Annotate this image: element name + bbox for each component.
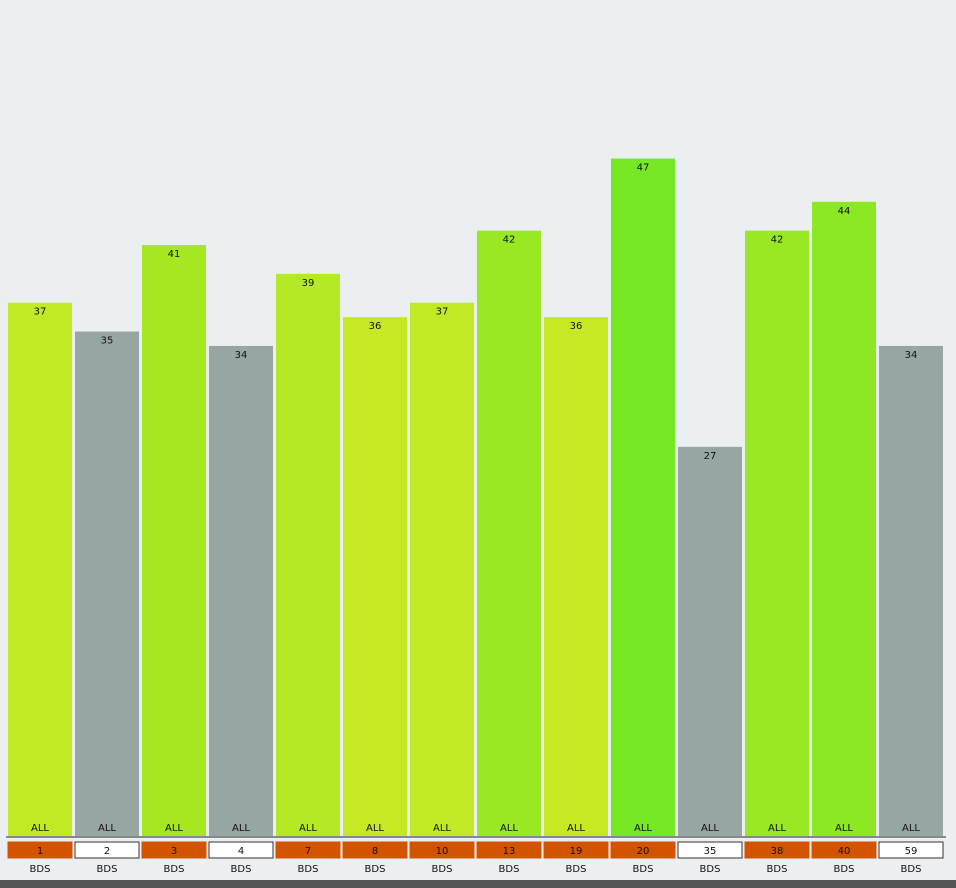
value-label: 47 <box>637 163 650 174</box>
value-label: 42 <box>503 235 516 246</box>
category-label: 40 <box>838 846 851 857</box>
bar <box>209 345 273 836</box>
sub-label: BDS <box>231 864 252 875</box>
bar-label: ALL <box>902 823 920 834</box>
category-box <box>208 841 274 859</box>
value-label: 36 <box>369 321 382 332</box>
bar-label: ALL <box>567 823 585 834</box>
bar <box>410 302 474 836</box>
value-label: 37 <box>436 307 449 318</box>
sub-label: BDS <box>432 864 453 875</box>
category-box <box>7 841 73 859</box>
category-label: 20 <box>637 846 650 857</box>
sub-label: BDS <box>834 864 855 875</box>
value-label: 27 <box>704 451 717 462</box>
value-label: 34 <box>235 350 248 361</box>
bar-label: ALL <box>701 823 719 834</box>
sub-label: BDS <box>30 864 51 875</box>
category-box <box>744 841 810 859</box>
sub-label: BDS <box>566 864 587 875</box>
sub-label: BDS <box>97 864 118 875</box>
value-label: 36 <box>570 321 583 332</box>
value-label: 34 <box>905 350 918 361</box>
value-label: 44 <box>838 206 851 217</box>
bar-label: ALL <box>366 823 384 834</box>
category-label: 2 <box>104 846 110 857</box>
category-label: 1 <box>37 846 43 857</box>
category-label: 19 <box>570 846 583 857</box>
value-label: 41 <box>168 249 181 260</box>
value-label: 37 <box>34 307 47 318</box>
bar <box>75 331 139 836</box>
bar <box>8 302 72 836</box>
bar-label: ALL <box>98 823 116 834</box>
category-label: 4 <box>238 846 244 857</box>
category-label: 35 <box>704 846 717 857</box>
bar <box>879 345 943 836</box>
bar-label: ALL <box>634 823 652 834</box>
category-box <box>342 841 408 859</box>
category-box <box>811 841 877 859</box>
sub-label: BDS <box>298 864 319 875</box>
bar-label: ALL <box>835 823 853 834</box>
category-box <box>275 841 341 859</box>
bar <box>812 201 876 837</box>
bar-label: ALL <box>165 823 183 834</box>
bar <box>276 273 340 836</box>
category-box <box>141 841 207 859</box>
value-label: 39 <box>302 278 315 289</box>
category-box <box>543 841 609 859</box>
category-box <box>74 841 140 859</box>
bar-label: ALL <box>433 823 451 834</box>
sub-label: BDS <box>633 864 654 875</box>
category-label: 59 <box>905 846 918 857</box>
category-box <box>409 841 475 859</box>
category-box <box>476 841 542 859</box>
value-label: 35 <box>101 336 114 347</box>
bar <box>544 317 608 836</box>
sub-label: BDS <box>365 864 386 875</box>
bar <box>611 158 675 836</box>
bar-label: ALL <box>768 823 786 834</box>
sub-label: BDS <box>499 864 520 875</box>
sub-label: BDS <box>767 864 788 875</box>
category-box <box>610 841 676 859</box>
bar <box>477 230 541 836</box>
category-label: 3 <box>171 846 177 857</box>
bar-label: ALL <box>232 823 250 834</box>
sub-label: BDS <box>901 864 922 875</box>
category-box <box>878 841 944 859</box>
bar <box>343 317 407 836</box>
bar <box>678 446 742 836</box>
sub-label: BDS <box>700 864 721 875</box>
value-label: 42 <box>771 235 784 246</box>
sub-label: BDS <box>164 864 185 875</box>
category-label: 7 <box>305 846 311 857</box>
bar <box>142 245 206 836</box>
bottom-border <box>0 880 956 888</box>
bar-label: ALL <box>31 823 49 834</box>
bar <box>745 230 809 836</box>
category-label: 8 <box>372 846 378 857</box>
category-label: 13 <box>503 846 516 857</box>
category-box <box>677 841 743 859</box>
category-label: 38 <box>771 846 784 857</box>
category-label: 10 <box>436 846 449 857</box>
bar-label: ALL <box>299 823 317 834</box>
bar-label: ALL <box>500 823 518 834</box>
